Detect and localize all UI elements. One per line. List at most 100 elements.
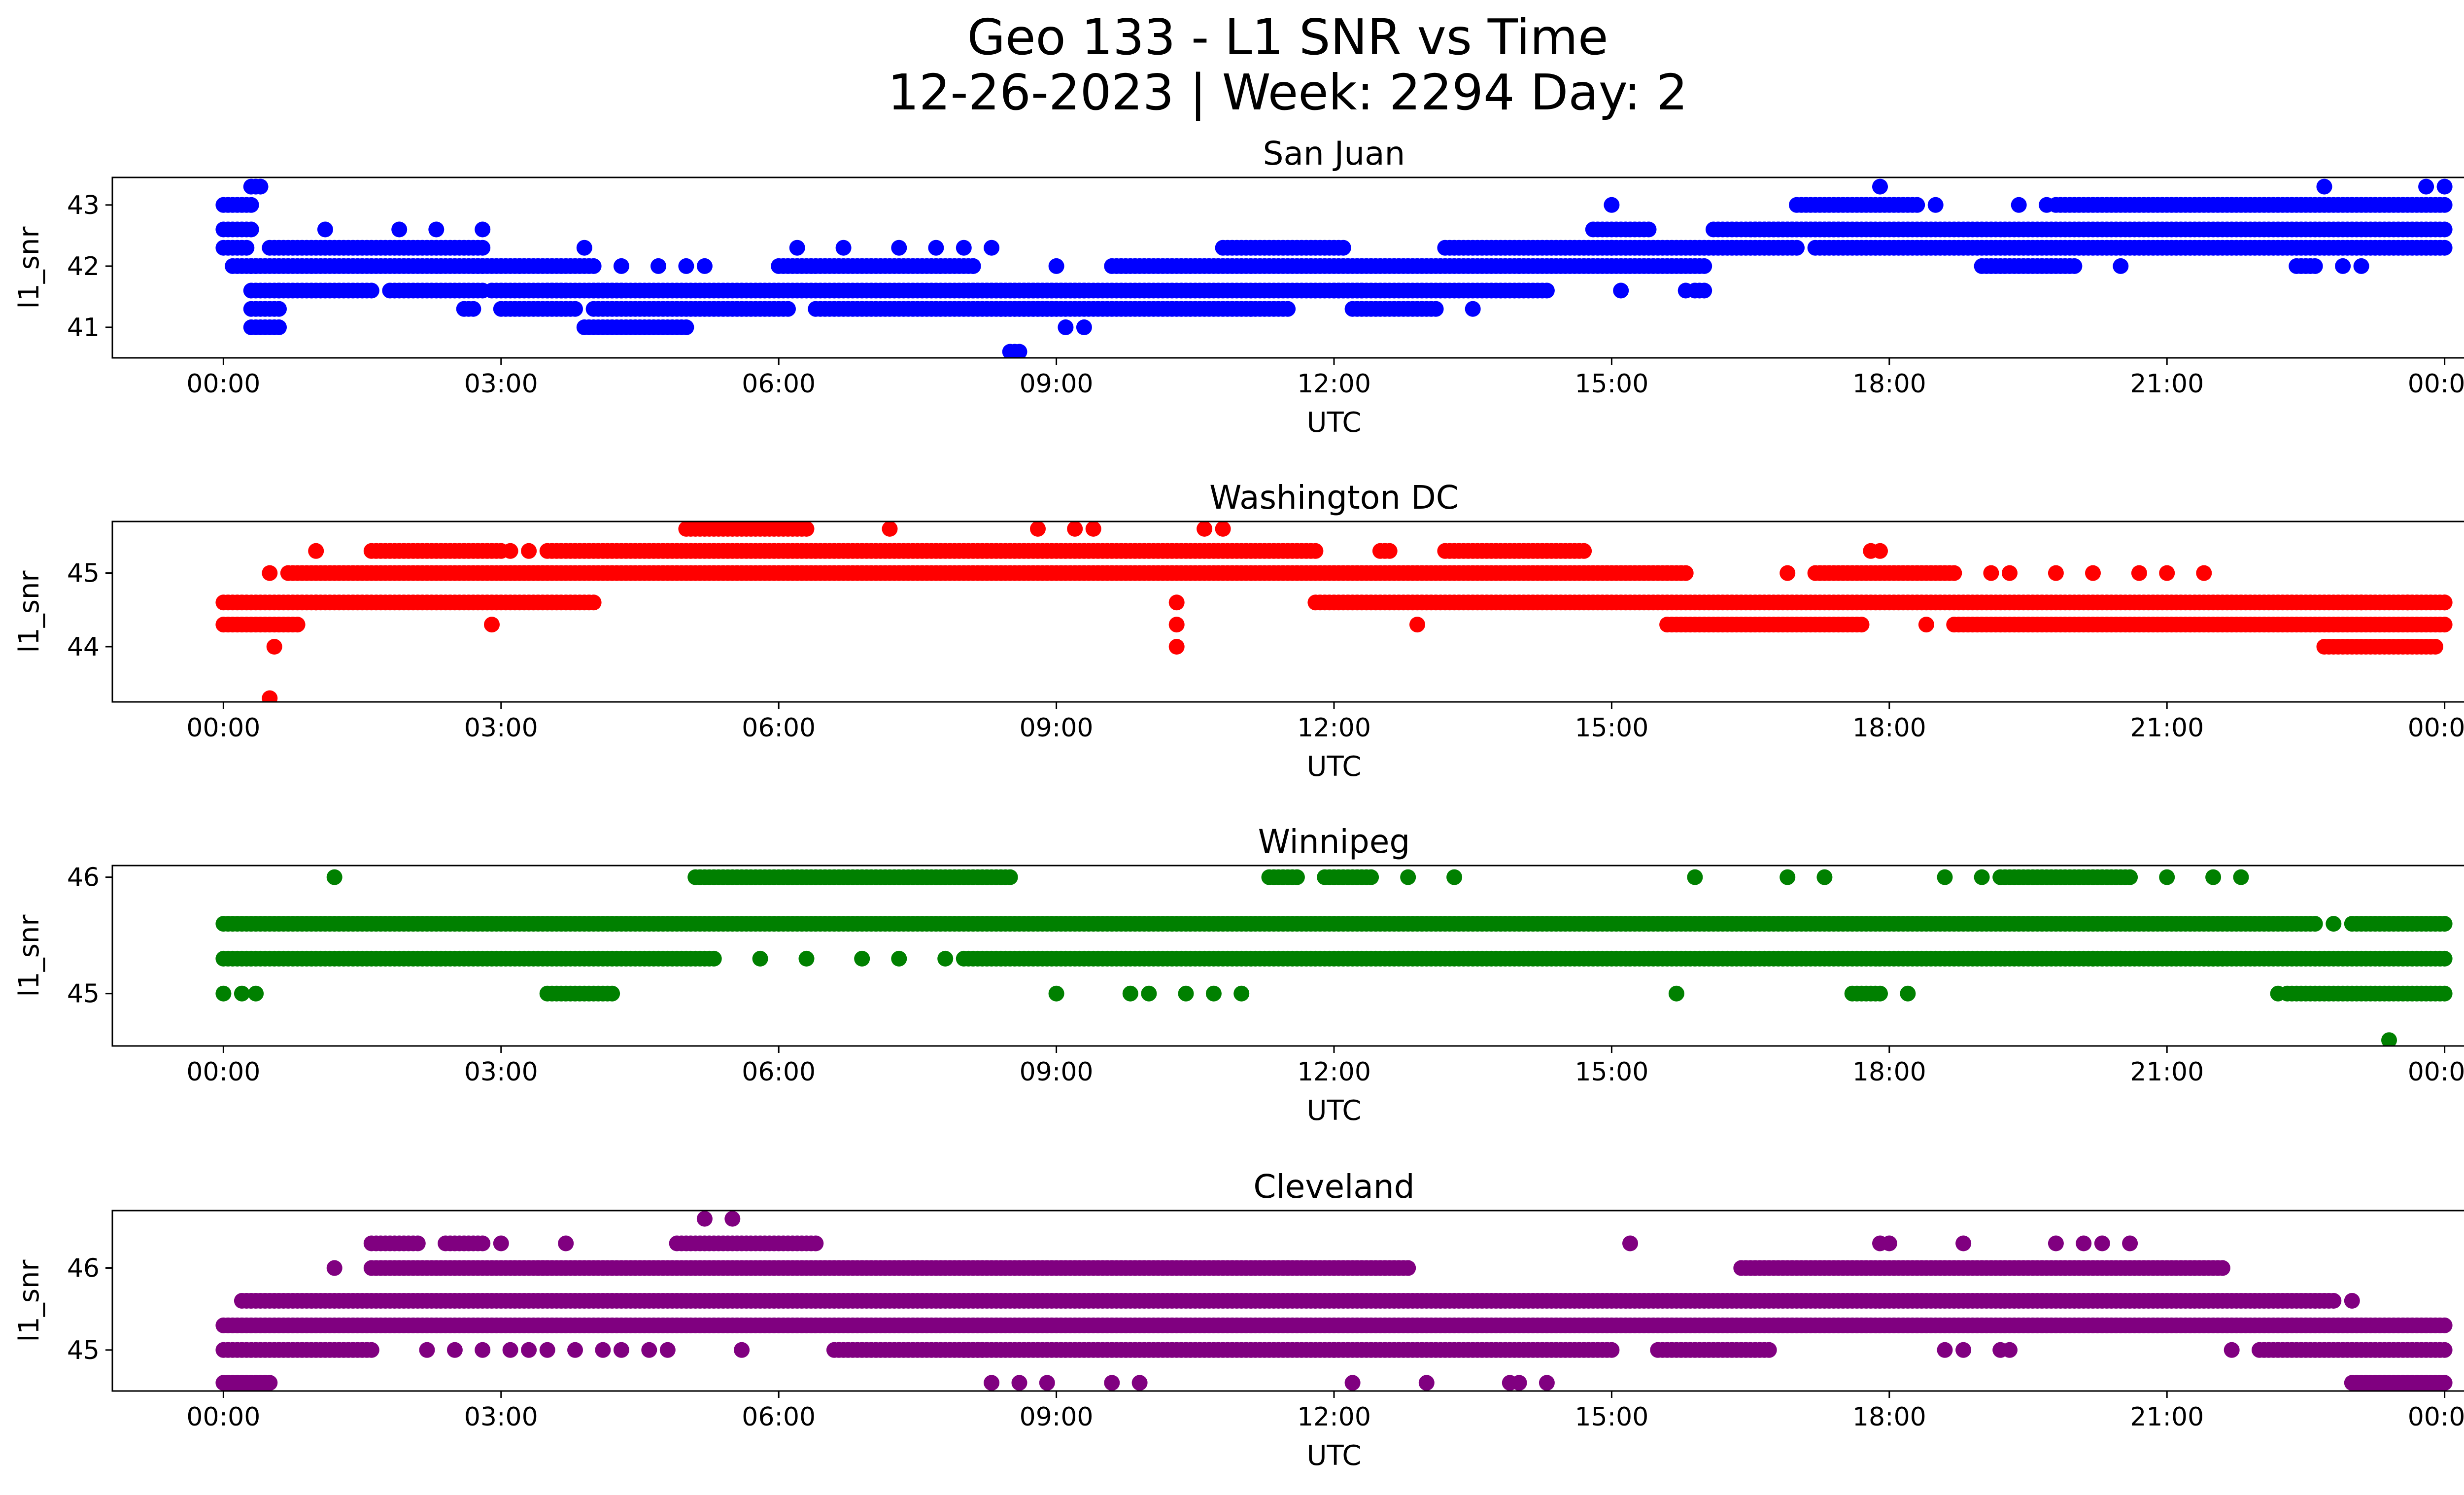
data-point (798, 950, 815, 967)
x-tick-label: 03:00 (464, 713, 538, 743)
data-point (391, 221, 408, 238)
data-point (215, 985, 232, 1002)
x-tick-label: 00:00 (2408, 369, 2464, 399)
data-point (1428, 301, 1444, 317)
data-point (1780, 565, 1796, 581)
x-tick-label: 15:00 (1574, 713, 1648, 743)
data-point (1872, 543, 1888, 559)
data-point (475, 221, 491, 238)
data-point (1011, 344, 1027, 358)
data-point (266, 639, 282, 655)
data-point (854, 950, 870, 967)
data-point (1576, 543, 1592, 559)
data-point (2326, 916, 2342, 932)
data-point (1058, 319, 1074, 335)
data-point (1687, 869, 1703, 885)
data-point (1872, 985, 1888, 1002)
data-point (1205, 985, 1222, 1002)
data-point (1613, 282, 1629, 299)
data-point (1280, 301, 1296, 317)
data-point (262, 565, 278, 581)
data-point (2353, 594, 2369, 611)
data-point (484, 617, 500, 633)
data-point (696, 258, 713, 274)
data-point (585, 594, 602, 611)
data-point (567, 301, 583, 317)
x-tick-label: 06:00 (742, 369, 816, 399)
data-point (317, 221, 333, 238)
data-point (2039, 197, 2055, 213)
data-point (2436, 594, 2453, 611)
data-point (1168, 617, 1185, 633)
data-point (2085, 950, 2101, 967)
data-point (243, 197, 259, 213)
data-point (1243, 301, 1259, 317)
data-point (1446, 869, 1463, 885)
data-point (984, 240, 1000, 256)
x-tick-label: 12:00 (1297, 713, 1371, 743)
data-point (2205, 869, 2222, 885)
data-point (1918, 617, 1934, 633)
data-point (308, 543, 324, 559)
data-point (2436, 916, 2453, 932)
y-tick-label: 45 (67, 559, 100, 589)
data-point (2122, 869, 2138, 885)
data-point (1946, 565, 1962, 581)
y-tick-label: 43 (67, 191, 100, 220)
data-point (1400, 869, 1416, 885)
data-point (1677, 282, 1694, 299)
data-point (1900, 985, 1916, 1002)
x-tick-label: 09:00 (1020, 369, 1094, 399)
subplot-title: Washington DC (1209, 479, 1459, 517)
data-point (2436, 221, 2453, 238)
y-axis-label: l1_snr (13, 914, 45, 997)
data-point (2196, 565, 2212, 581)
data-point (2335, 258, 2351, 274)
figure-title-line2: 12-26-2023 | Week: 2294 Day: 2 (888, 64, 1687, 121)
x-tick-label: 09:00 (1020, 1057, 1094, 1087)
y-tick-label: 45 (67, 979, 100, 1009)
scatter-points (215, 178, 2453, 358)
data-point (2159, 869, 2175, 885)
subplot-title: Cleveland (1253, 1168, 1414, 1206)
data-point (1668, 985, 1684, 1002)
data-point (1215, 522, 1231, 537)
data-point (1641, 221, 1657, 238)
y-tick-label: 42 (67, 252, 100, 281)
data-point (1789, 240, 1805, 256)
data-point (2418, 178, 2434, 195)
x-axis-label: UTC (1306, 751, 1361, 783)
data-point (326, 869, 342, 885)
x-tick-label: 03:00 (464, 369, 538, 399)
x-tick-label: 00:00 (186, 1057, 260, 1087)
data-point (2436, 197, 2453, 213)
x-tick-label: 00:00 (2408, 1057, 2464, 1087)
data-point (1696, 258, 1712, 274)
y-tick-label: 46 (67, 863, 100, 893)
data-point (1465, 301, 1481, 317)
x-tick-label: 15:00 (1574, 369, 1648, 399)
data-point (1677, 565, 1694, 581)
x-axis-label: UTC (1306, 407, 1361, 439)
data-point (678, 258, 694, 274)
data-point (650, 258, 666, 274)
figure-title-line1: Geo 133 - L1 SNR vs Time (967, 8, 1608, 66)
y-tick-label: 41 (67, 313, 100, 343)
data-point (2113, 950, 2129, 967)
data-point (2048, 565, 2064, 581)
data-point (243, 221, 259, 238)
data-point (1067, 522, 1083, 537)
data-point (937, 950, 954, 967)
y-axis-label: l1_snr (13, 570, 45, 653)
data-point (798, 522, 815, 537)
data-point (1168, 594, 1185, 611)
data-point (1937, 869, 1953, 885)
subplot-title: San Juan (1263, 135, 1405, 173)
data-point (2307, 916, 2323, 932)
data-point (363, 282, 379, 299)
data-point (428, 221, 445, 238)
data-point (1307, 543, 1324, 559)
